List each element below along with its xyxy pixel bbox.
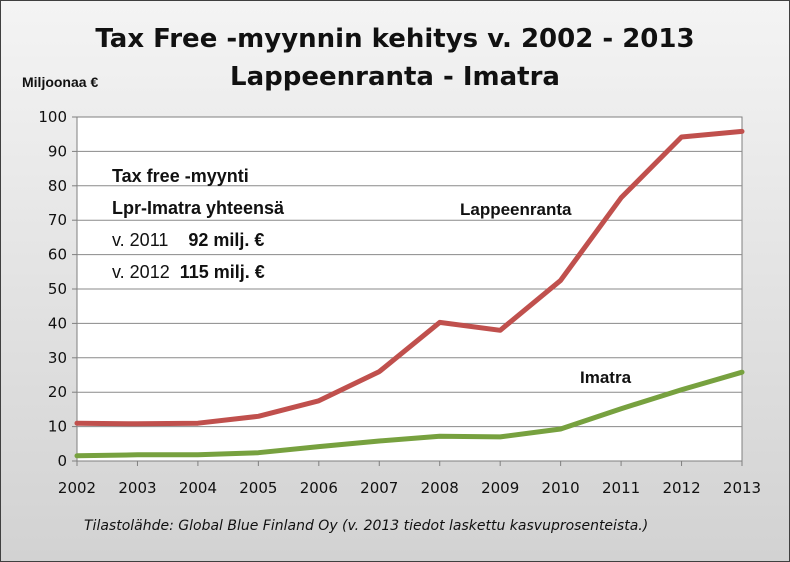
x-tick-label: 2004 bbox=[179, 479, 217, 497]
x-tick-label: 2013 bbox=[723, 479, 761, 497]
y-tick-label: 70 bbox=[48, 211, 67, 229]
x-tick-label: 2010 bbox=[542, 479, 580, 497]
y-tick-label: 90 bbox=[48, 142, 67, 160]
x-tick-labels: 2002 2003 2004 2005 2006 2007 2008 2009 2010 2011… bbox=[58, 479, 761, 497]
y-tick-label: 80 bbox=[48, 177, 67, 195]
x-tick-label: 2011 bbox=[602, 479, 640, 497]
series-line-imatra bbox=[74, 369, 745, 459]
annotation-line-2: Lpr-Imatra yhteensä bbox=[112, 198, 285, 218]
y-tick-labels: 0 10 20 30 40 50 60 70 80 90 100 bbox=[38, 108, 67, 470]
x-tick-label: 2012 bbox=[662, 479, 700, 497]
y-tick-label: 60 bbox=[48, 246, 67, 264]
y-tick-label: 50 bbox=[48, 280, 67, 298]
source-note: Tilastolähde: Global Blue Finland Oy (v.… bbox=[84, 518, 649, 534]
y-tick-label: 100 bbox=[38, 108, 67, 126]
y-tick-label: 40 bbox=[48, 314, 67, 332]
y-tick-label: 0 bbox=[57, 452, 67, 470]
annotation-year-2012: v. 2012 bbox=[112, 262, 170, 282]
annotation-value-2011: 92 milj. € bbox=[188, 230, 265, 250]
annotation-line-3: v. 2011 92 milj. € bbox=[112, 224, 284, 256]
annotation-year-2011: v. 2011 bbox=[112, 230, 169, 250]
x-tick-label: 2009 bbox=[481, 479, 519, 497]
series-line-lappeenranta bbox=[74, 128, 745, 427]
series-lines bbox=[74, 128, 745, 459]
x-tick-label: 2002 bbox=[58, 479, 96, 497]
y-tick-label: 10 bbox=[48, 418, 67, 436]
x-tick-label: 2005 bbox=[239, 479, 277, 497]
gridlines bbox=[72, 116, 743, 466]
series-label-imatra: Imatra bbox=[580, 368, 632, 387]
y-tick-label: 30 bbox=[48, 349, 67, 367]
chart-title: Tax Free -myynnin kehitys v. 2002 - 2013 bbox=[95, 24, 695, 54]
annotation-line-4: v. 2012 115 milj. € bbox=[112, 256, 284, 288]
y-tick-label: 20 bbox=[48, 383, 67, 401]
annotation-value-2012: 115 milj. € bbox=[179, 262, 265, 282]
series-label-lappeenranta: Lappeenranta bbox=[460, 200, 572, 219]
y-axis-label: Miljoonaa € bbox=[22, 74, 99, 90]
annotation-line-1: Tax free -myynti bbox=[112, 166, 249, 186]
chart-subtitle: Lappeenranta - Imatra bbox=[230, 62, 560, 92]
total-sales-annotation: Tax free -myynti Lpr-Imatra yhteensä v. … bbox=[112, 160, 284, 288]
x-tick-label: 2006 bbox=[300, 479, 338, 497]
x-tick-label: 2007 bbox=[360, 479, 398, 497]
x-tick-label: 2003 bbox=[118, 479, 156, 497]
x-tick-label: 2008 bbox=[421, 479, 459, 497]
